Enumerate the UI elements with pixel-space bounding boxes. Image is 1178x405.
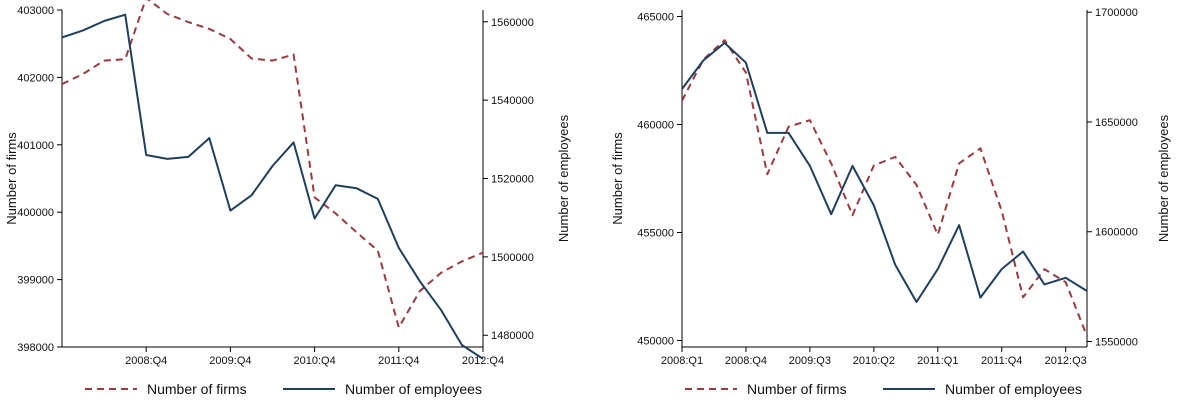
y2-axis-label: Number of employees <box>556 114 571 242</box>
legend-label: Number of employees <box>945 381 1082 397</box>
x-tick-label: 2008:Q4 <box>125 355 167 367</box>
y-tick-label: 399000 <box>17 275 54 287</box>
y2-tick-label: 1560000 <box>491 17 534 29</box>
x-tick-label: 2011:Q4 <box>981 355 1022 367</box>
x-tick-label: 2008:Q4 <box>725 355 767 367</box>
series-line-employees <box>61 13 484 360</box>
x-tick-label: 2009:Q4 <box>209 355 251 367</box>
y-axis-label: Number of firms <box>4 132 19 225</box>
chart-panel-2: 450000 455000 460000 465000 1550000 1600000 16… <box>610 7 1171 397</box>
legend-label: Number of firms <box>147 381 247 397</box>
y-tick-label: 465000 <box>637 11 674 23</box>
y2-tick-label: 1700000 <box>1095 7 1138 19</box>
series-line-employees <box>681 41 1088 303</box>
y2-tick-label: 1650000 <box>1095 117 1138 129</box>
x-tick-label: 2010:Q2 <box>853 355 895 367</box>
y2-tick-label: 1550000 <box>1095 337 1138 349</box>
y-tick-label: 403000 <box>17 5 54 17</box>
y2-tick-label: 1540000 <box>491 95 534 107</box>
y2-tick-label: 1500000 <box>491 252 534 264</box>
x-tick-label: 2012:Q3 <box>1045 355 1087 367</box>
x-tick-label: 2010:Q4 <box>293 355 335 367</box>
x-tick-label: 2012:Q4 <box>462 355 504 367</box>
y2-tick-label: 1600000 <box>1095 227 1138 239</box>
x-tick-label: 2011:Q4 <box>378 355 419 367</box>
chart-panel-1: 398000 399000 400000 401000 402000 403000 1480… <box>4 0 571 397</box>
legend-label: Number of employees <box>345 381 482 397</box>
x-tick-label: 2011:Q1 <box>917 355 958 367</box>
y-axis-label: Number of firms <box>610 132 625 225</box>
y-tick-label: 401000 <box>17 140 54 152</box>
x-tick-label: 2008:Q1 <box>661 355 703 367</box>
y-tick-label: 460000 <box>637 119 674 131</box>
y-tick-label: 398000 <box>17 342 54 354</box>
y2-tick-label: 1480000 <box>491 330 534 342</box>
legend-label: Number of firms <box>747 381 847 397</box>
y-tick-label: 402000 <box>17 72 54 84</box>
y-tick-label: 455000 <box>637 228 674 240</box>
y2-tick-label: 1520000 <box>491 174 534 186</box>
y-tick-label: 400000 <box>17 207 54 219</box>
x-tick-label: 2009:Q3 <box>789 355 831 367</box>
y2-axis-label: Number of employees <box>1156 114 1171 242</box>
y-tick-label: 450000 <box>637 336 674 348</box>
series-line-firms <box>61 0 484 329</box>
series-line-firms <box>681 39 1088 337</box>
